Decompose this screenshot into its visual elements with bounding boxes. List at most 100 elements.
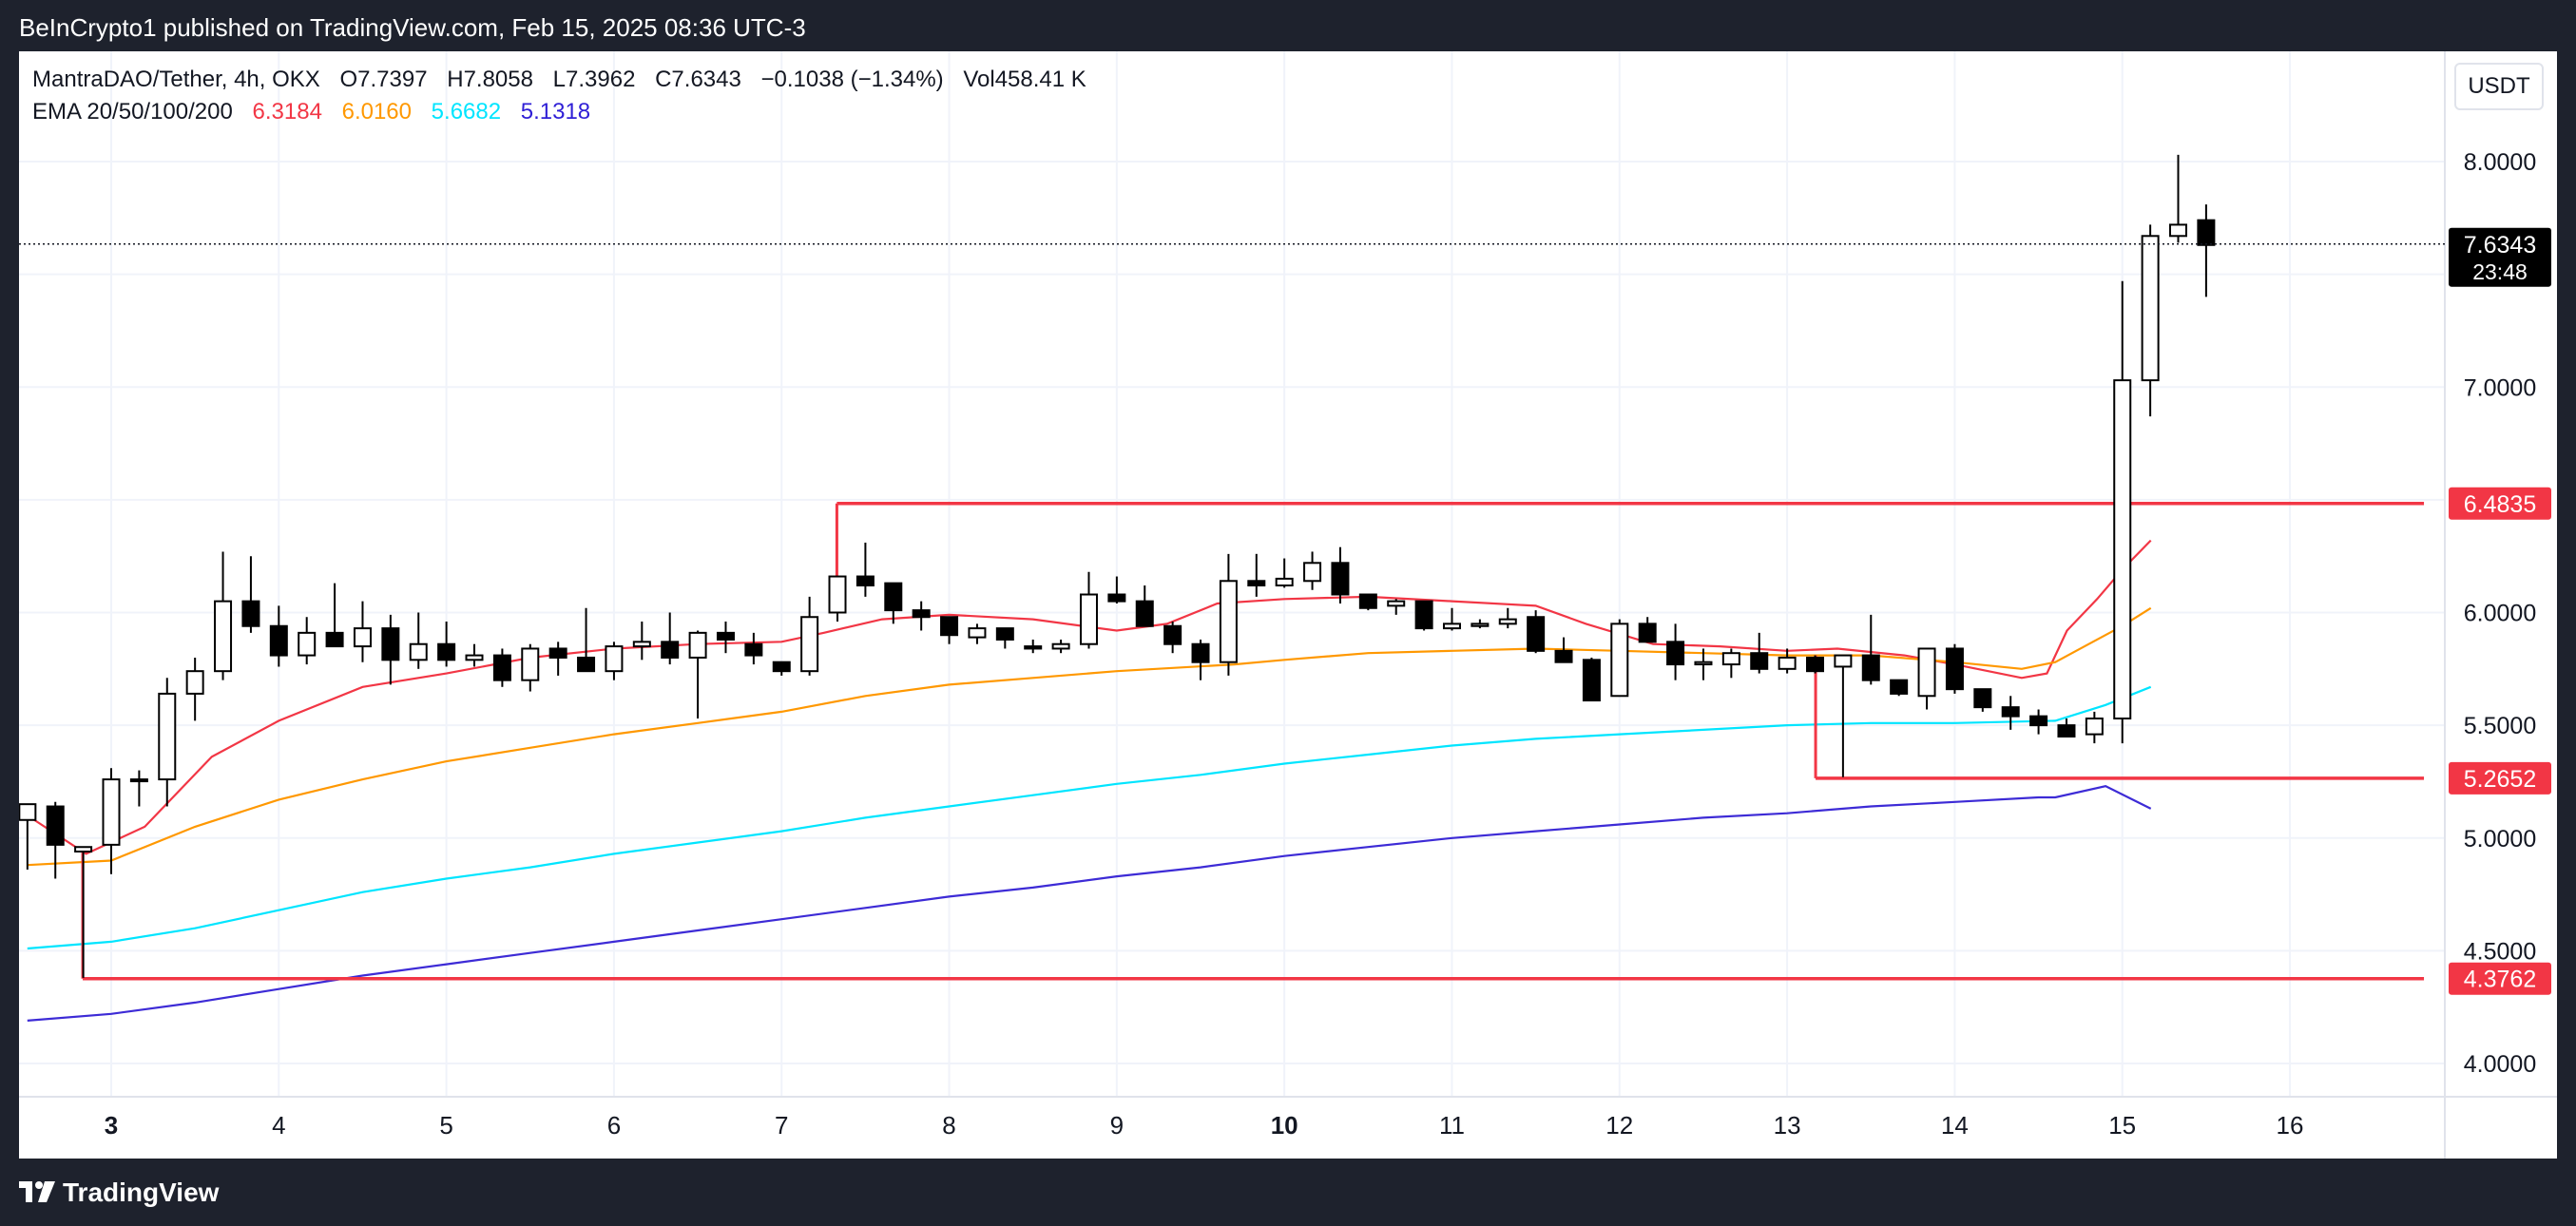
candle bbox=[2085, 711, 2104, 744]
candle bbox=[1442, 607, 1461, 631]
candle bbox=[102, 768, 121, 874]
time-tick-label: 9 bbox=[1110, 1111, 1124, 1140]
time-tick-label: 13 bbox=[1774, 1111, 1801, 1140]
currency-button[interactable]: USDT bbox=[2454, 63, 2544, 110]
candle-body-down bbox=[661, 641, 680, 659]
candle bbox=[1554, 637, 1573, 663]
candle bbox=[185, 657, 204, 721]
time-tick-label: 6 bbox=[607, 1111, 621, 1140]
price-tick-label: 5.0000 bbox=[2464, 826, 2536, 852]
candle bbox=[1107, 576, 1126, 604]
candle-body-up bbox=[2085, 718, 2104, 736]
legend-ema50-value: 6.0160 bbox=[341, 99, 412, 125]
candle bbox=[2113, 280, 2132, 744]
candle bbox=[2141, 224, 2160, 417]
legend-ema-label[interactable]: EMA 20/50/100/200 bbox=[32, 99, 233, 125]
candle-body-up bbox=[1387, 600, 1406, 607]
candle-body-down bbox=[912, 609, 931, 619]
candle-body-down bbox=[1107, 593, 1126, 603]
candle-body-up bbox=[1498, 618, 1517, 625]
candle bbox=[1247, 553, 1266, 597]
bar-countdown-label: 23:48 bbox=[2472, 259, 2528, 284]
candle-body-up bbox=[102, 778, 121, 846]
candle bbox=[1527, 610, 1546, 654]
candle-body-down bbox=[2057, 724, 2076, 738]
time-tick-label: 11 bbox=[1439, 1111, 1465, 1140]
candle bbox=[940, 616, 959, 644]
price-axis[interactable]: 4.00004.50005.00005.50006.00006.50007.00… bbox=[2449, 149, 2551, 1078]
legend-symbol[interactable]: MantraDAO/Tether, 4h, OKX bbox=[32, 67, 320, 92]
candle bbox=[1750, 632, 1769, 674]
level-price-tag: 4.3762 bbox=[2449, 962, 2551, 995]
candle bbox=[1778, 648, 1797, 674]
level-price-tag: 6.4835 bbox=[2449, 487, 2551, 520]
candle bbox=[1834, 654, 1853, 777]
candle bbox=[632, 621, 651, 661]
candle bbox=[716, 621, 735, 654]
candle bbox=[1219, 553, 1238, 676]
price-tick-label: 4.0000 bbox=[2464, 1051, 2536, 1078]
candle bbox=[772, 661, 791, 676]
candle bbox=[1582, 657, 1601, 702]
candle bbox=[2029, 709, 2048, 735]
candle bbox=[912, 601, 931, 631]
candle-body-down bbox=[1414, 600, 1433, 630]
candle-body-up bbox=[1275, 577, 1294, 587]
candle bbox=[828, 575, 847, 622]
candle-body-up bbox=[688, 631, 707, 659]
candle bbox=[241, 556, 260, 633]
price-tick-label: 4.5000 bbox=[2464, 938, 2536, 965]
candle-body-down bbox=[1638, 623, 1657, 643]
tradingview-brand-text[interactable]: TradingView bbox=[63, 1178, 220, 1207]
candle-body-down bbox=[1945, 647, 1964, 691]
publisher-bar: BeInCrypto1 published on TradingView.com… bbox=[0, 0, 2576, 51]
time-tick-label: 8 bbox=[942, 1111, 955, 1140]
candle-body-up bbox=[353, 627, 372, 648]
candle bbox=[2197, 204, 2216, 297]
candle bbox=[1163, 621, 1182, 654]
candles bbox=[19, 154, 2445, 978]
candle-body-up bbox=[1778, 656, 1797, 670]
candle bbox=[995, 627, 1014, 649]
candle bbox=[1024, 639, 1043, 654]
candle-body-up bbox=[465, 654, 484, 661]
candle-body-up bbox=[968, 627, 987, 639]
price-chart[interactable]: 4.00004.50005.00005.50006.00006.50007.00… bbox=[19, 51, 2557, 1159]
candle bbox=[1498, 607, 1517, 629]
candle bbox=[129, 770, 148, 807]
candle-body-up bbox=[1051, 642, 1070, 650]
candle bbox=[1721, 648, 1740, 679]
candle bbox=[577, 607, 596, 673]
candle-body-down bbox=[1582, 659, 1601, 702]
candle bbox=[19, 803, 37, 870]
candle-body-down bbox=[1861, 654, 1880, 681]
legend-close: C7.6343 bbox=[655, 67, 741, 92]
candle bbox=[1805, 655, 1824, 674]
candle-body-down bbox=[744, 642, 763, 657]
candle-body-down bbox=[1331, 562, 1350, 596]
candle-body-up bbox=[2113, 379, 2132, 720]
candle bbox=[1694, 648, 1713, 680]
candle-body-down bbox=[1527, 616, 1546, 652]
candle-body-down bbox=[577, 656, 596, 673]
candle-body-up bbox=[1471, 623, 1490, 627]
last-price-label: 7.6343 bbox=[2464, 232, 2536, 259]
candle-body-down bbox=[772, 661, 791, 673]
legend-low: L7.3962 bbox=[552, 67, 636, 92]
candle bbox=[1945, 643, 1964, 694]
candle-body-down bbox=[855, 575, 875, 587]
candle-body-up bbox=[1834, 654, 1853, 668]
time-axis[interactable]: 3 4 5 6 7 8 9 10 11 12 13 14 15 16 bbox=[105, 1111, 2304, 1140]
price-tick-label: 8.0000 bbox=[2464, 149, 2536, 176]
chart-panel[interactable]: 4.00004.50005.00005.50006.00006.50007.00… bbox=[19, 51, 2557, 1159]
legend-high: H7.8058 bbox=[447, 67, 533, 92]
candle bbox=[465, 643, 484, 667]
level-tag-label: 6.4835 bbox=[2464, 491, 2536, 518]
ema200-line bbox=[27, 785, 2152, 1022]
candle bbox=[158, 678, 177, 807]
tradingview-logo-icon[interactable] bbox=[19, 1179, 57, 1204]
candle-body-up bbox=[1219, 580, 1238, 663]
legend-change: −0.1038 (−1.34%) bbox=[760, 67, 944, 92]
candle bbox=[1638, 617, 1657, 643]
